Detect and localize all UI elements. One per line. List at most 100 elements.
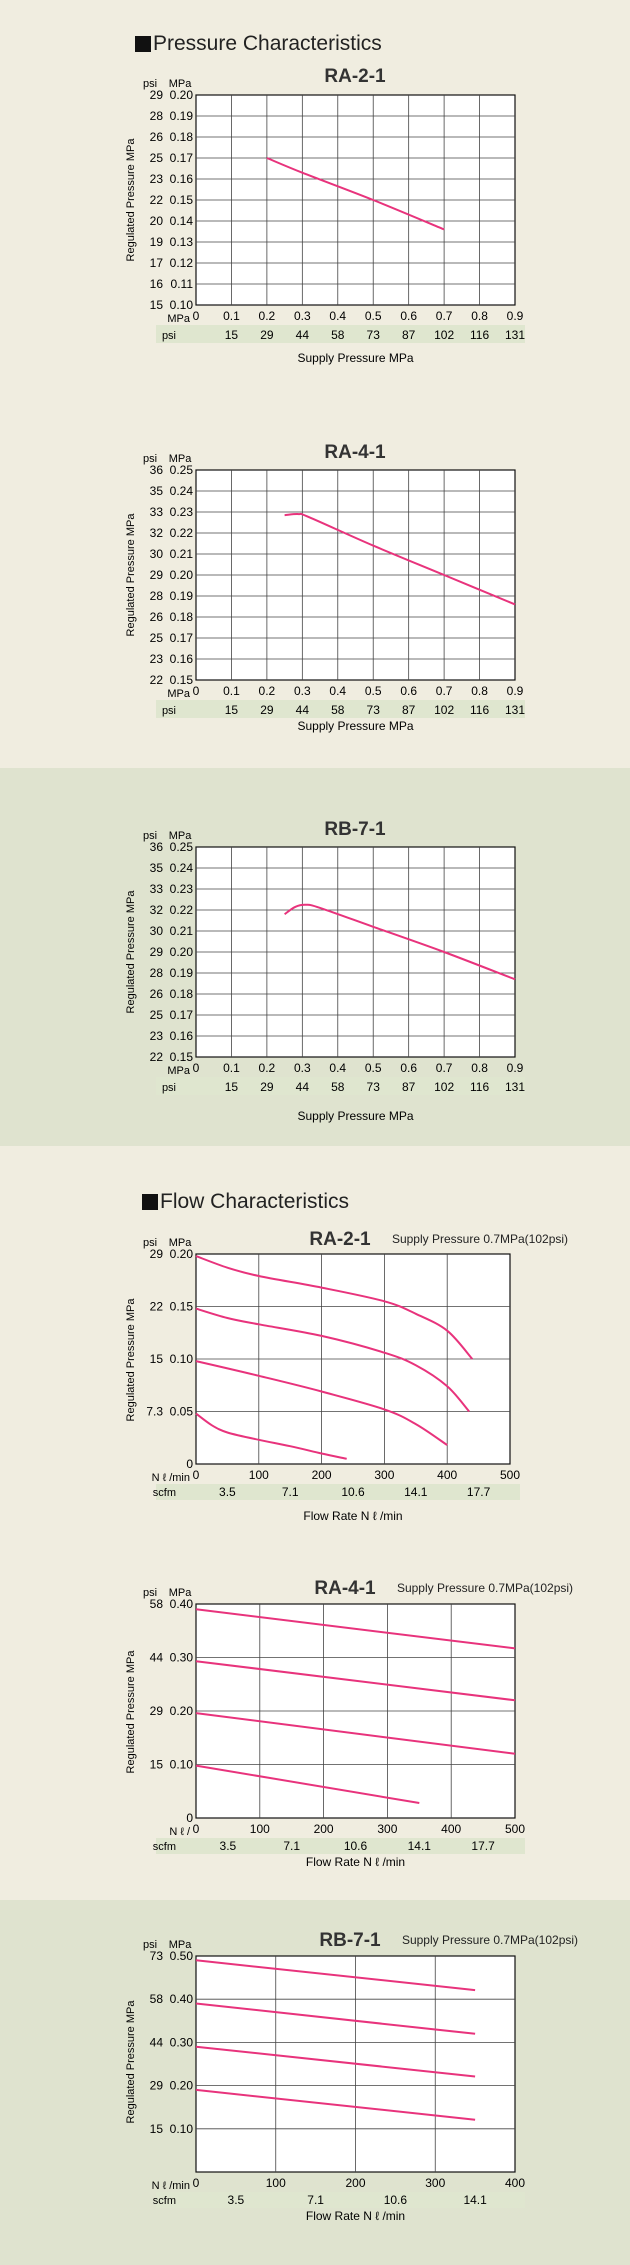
y-tick-mpa: 0.16	[170, 652, 194, 666]
x-axis-label: Supply Pressure MPa	[297, 1109, 413, 1123]
sub-tick: 102	[434, 328, 454, 342]
flow-characteristics-heading: Flow Characteristics	[142, 1190, 349, 1214]
y-tick-mpa: 0.10	[170, 2122, 194, 2136]
sub-tick: 3.5	[219, 1485, 236, 1499]
x-unit-label: MPa	[167, 313, 191, 325]
y-tick-psi: 25	[150, 631, 164, 645]
x-tick: 0.1	[223, 1061, 240, 1075]
sub-tick: 3.5	[220, 1839, 237, 1853]
supply-pressure-annotation: Supply Pressure 0.7MPa(102psi)	[392, 1232, 568, 1246]
x-tick: 300	[377, 1822, 397, 1836]
flow-characteristics-title: Flow Characteristics	[160, 1190, 350, 1213]
sub-tick: 29	[260, 703, 274, 717]
x-tick: 0.5	[365, 1061, 382, 1075]
chart-ra-4-1-flow: RA-4-1 Supply Pressure 0.7MPa(102psi) psi M…	[125, 1578, 573, 1869]
x-tick: 0.9	[507, 309, 524, 323]
y-tick-mpa: 0.21	[170, 547, 194, 561]
y-tick-psi: 26	[150, 987, 164, 1001]
y-tick-psi: 29	[150, 945, 164, 959]
mpa-unit-label: MPa	[169, 830, 193, 842]
x-tick: 0.3	[294, 1061, 311, 1075]
heading-square-icon	[135, 36, 151, 52]
y-tick-mpa: 0.19	[170, 589, 194, 603]
x-tick: 0.2	[259, 1061, 276, 1075]
sub-tick: 7.1	[282, 1485, 299, 1499]
x-tick: 0.9	[507, 684, 524, 698]
y-tick-psi: 22	[150, 1050, 164, 1064]
x-tick: 0.2	[259, 309, 276, 323]
series-line-1	[195, 1608, 516, 1650]
sub-tick: 58	[331, 328, 345, 342]
sub-unit-label: scfm	[153, 2195, 176, 2207]
sub-tick: 87	[402, 328, 416, 342]
y-tick-mpa: 0.19	[170, 966, 194, 980]
y-tick-psi: 22	[150, 1300, 164, 1314]
pressure-characteristics-heading: Pressure Characteristics	[135, 32, 382, 56]
y-tick-psi: 44	[150, 1651, 164, 1665]
chart-title: RA-4-1	[314, 1578, 376, 1599]
x-tick: 0	[193, 309, 200, 323]
y-tick-mpa: 0	[186, 1457, 193, 1471]
x-axis-label: Flow Rate N ℓ /min	[306, 2209, 405, 2223]
series-line-4	[195, 2088, 476, 2121]
sub-tick: 87	[402, 1080, 416, 1094]
y-tick-mpa: 0.05	[170, 1405, 194, 1419]
sub-tick: 17.7	[471, 1839, 495, 1853]
sub-tick: 102	[434, 703, 454, 717]
pressure-characteristics-title: Pressure Characteristics	[153, 32, 382, 55]
mpa-unit-label: MPa	[169, 1237, 193, 1249]
y-tick-mpa: 0.30	[170, 1651, 194, 1665]
x-tick: 500	[505, 1822, 525, 1836]
y-tick-mpa: 0.30	[170, 2035, 194, 2049]
x-tick: 0.6	[400, 309, 417, 323]
y-tick-psi: 15	[150, 1758, 164, 1772]
y-tick-mpa: 0.40	[170, 1992, 194, 2006]
y-tick-psi: 35	[150, 484, 164, 498]
y-tick-mpa: 0.18	[170, 610, 194, 624]
sub-tick: 131	[505, 328, 525, 342]
y-tick-psi: 26	[150, 610, 164, 624]
y-tick-mpa: 0.23	[170, 505, 194, 519]
y-tick-psi: 28	[150, 966, 164, 980]
x-tick: 400	[437, 1468, 457, 1482]
y-tick-psi: 22	[150, 193, 164, 207]
x-axis-label: Flow Rate N ℓ /min	[306, 1855, 405, 1869]
x-axis-label: Flow Rate N ℓ /min	[303, 1509, 402, 1523]
y-tick-mpa: 0.15	[170, 1300, 194, 1314]
x-tick: 400	[441, 1822, 461, 1836]
sub-tick: 131	[505, 703, 525, 717]
sub-tick: 15	[225, 1080, 239, 1094]
y-tick-psi: 32	[150, 526, 164, 540]
x-tick: 0	[193, 684, 200, 698]
sub-tick: 29	[260, 328, 274, 342]
x-tick: 0.6	[400, 684, 417, 698]
chart-ra-2-1-flow: RA-2-1 Supply Pressure 0.7MPa(102psi) psi M…	[125, 1229, 568, 1523]
mpa-unit-label: MPa	[169, 1587, 193, 1599]
x-unit-label: MPa	[167, 1065, 191, 1077]
x-tick: 0.4	[329, 309, 346, 323]
y-tick-mpa: 0	[186, 1811, 193, 1825]
sub-tick: 14.1	[408, 1839, 432, 1853]
sub-tick: 116	[470, 328, 489, 342]
x-tick: 0.7	[436, 684, 453, 698]
x-tick: 0	[193, 2176, 200, 2190]
x-axis-label: Supply Pressure MPa	[297, 351, 413, 365]
y-tick-mpa: 0.20	[170, 945, 194, 959]
x-tick: 0.7	[436, 309, 453, 323]
x-tick: 0.3	[294, 684, 311, 698]
y-tick-mpa: 0.50	[170, 1949, 194, 1963]
x-tick: 100	[249, 1468, 269, 1482]
y-tick-psi: 35	[150, 861, 164, 875]
sub-unit-label: scfm	[153, 1841, 176, 1853]
y-tick-mpa: 0.22	[170, 526, 194, 540]
sub-unit-label: psi	[162, 330, 176, 342]
y-tick-mpa: 0.15	[170, 193, 194, 207]
chart-title: RB-7-1	[324, 819, 386, 840]
supply-pressure-annotation: Supply Pressure 0.7MPa(102psi)	[397, 1581, 573, 1595]
psi-unit-label: psi	[143, 78, 157, 90]
x-tick: 0	[193, 1468, 200, 1482]
x-tick: 200	[312, 1468, 332, 1482]
x-tick: 400	[505, 2176, 525, 2190]
sub-tick: 87	[402, 703, 416, 717]
y-axis-label: Regulated Pressure MPa	[125, 890, 137, 1014]
